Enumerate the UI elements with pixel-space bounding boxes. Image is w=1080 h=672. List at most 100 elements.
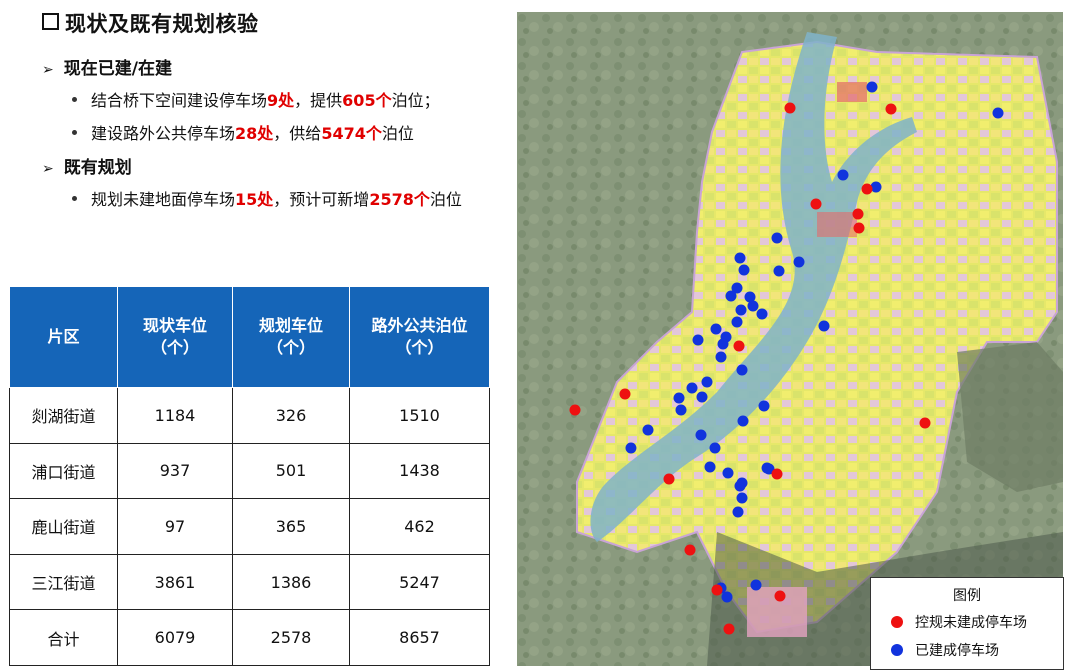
table-cell: 462 (349, 498, 490, 555)
built-parking-marker[interactable] (736, 477, 748, 489)
table-cell: 8657 (349, 609, 490, 666)
table-cell: 501 (232, 442, 350, 500)
built-parking-marker[interactable] (761, 462, 773, 474)
table-row: 鹿山街道 97 365 462 (9, 498, 490, 555)
built-parking-marker[interactable] (721, 591, 733, 603)
planned-parking-marker[interactable] (853, 222, 865, 234)
page-title: 现状及既有规划核验 (42, 8, 259, 38)
built-parking-marker[interactable] (717, 338, 729, 350)
section-heading-existing: ➢ 现在已建/在建 (42, 59, 172, 79)
table-cell: 1438 (349, 442, 490, 500)
table-cell: 2578 (232, 609, 350, 666)
parking-location-map[interactable] (517, 12, 1063, 666)
built-parking-marker[interactable] (692, 334, 704, 346)
built-parking-marker[interactable] (696, 391, 708, 403)
table-cell: 1510 (349, 387, 490, 444)
built-parking-marker[interactable] (771, 232, 783, 244)
built-parking-marker[interactable] (992, 107, 1004, 119)
planned-parking-marker[interactable] (885, 103, 897, 115)
section-heading-planned: ➢ 既有规划 (42, 158, 132, 178)
planned-parking-marker[interactable] (784, 102, 796, 114)
built-parking-marker[interactable] (732, 506, 744, 518)
arrow-bullet-icon: ➢ (42, 62, 54, 78)
bullet-dot-icon (72, 97, 77, 102)
built-parking-marker[interactable] (701, 376, 713, 388)
built-parking-marker[interactable] (709, 442, 721, 454)
built-parking-marker[interactable] (837, 169, 849, 181)
hill-area (957, 342, 1063, 492)
table-cell: 937 (117, 442, 233, 500)
table-cell: 剡湖街道 (9, 387, 118, 444)
built-parking-marker[interactable] (750, 579, 762, 591)
table-cell: 365 (232, 498, 350, 555)
planned-parking-marker[interactable] (569, 404, 581, 416)
built-parking-marker[interactable] (704, 461, 716, 473)
table-header-row: 片区 现状车位 （个） 规划车位 （个） 路外公共泊位 （个） (9, 286, 490, 388)
built-parking-marker[interactable] (818, 320, 830, 332)
page-title-text: 现状及既有规划核验 (65, 12, 259, 36)
planned-parking-marker[interactable] (723, 623, 735, 635)
built-parking-marker[interactable] (773, 265, 785, 277)
built-parking-marker[interactable] (735, 304, 747, 316)
built-parking-marker[interactable] (686, 382, 698, 394)
built-parking-marker[interactable] (756, 308, 768, 320)
planned-parking-marker[interactable] (774, 590, 786, 602)
planned-parking-marker[interactable] (861, 183, 873, 195)
planned-parking-marker[interactable] (733, 340, 745, 352)
built-parking-marker[interactable] (725, 290, 737, 302)
table-cell: 6079 (117, 609, 233, 666)
table-cell: 1184 (117, 387, 233, 444)
planned-parking-marker[interactable] (810, 198, 822, 210)
square-bullet-icon (42, 13, 59, 30)
built-parking-marker[interactable] (675, 404, 687, 416)
bullet-planned-parking: 规划未建地面停车场15处，预计可新增2578个泊位 (72, 186, 462, 210)
bullet-dot-icon (72, 130, 77, 135)
built-parking-marker[interactable] (747, 300, 759, 312)
table-row: 剡湖街道 1184 326 1510 (9, 387, 490, 444)
built-parking-marker[interactable] (866, 81, 878, 93)
bullet-offroad-parking: 建设路外公共停车场28处，供给5474个泊位 (72, 120, 414, 144)
column-header-current: 现状车位 （个） (117, 286, 233, 388)
built-parking-marker[interactable] (870, 181, 882, 193)
planned-parking-marker[interactable] (711, 584, 723, 596)
built-parking-marker[interactable] (738, 264, 750, 276)
planned-parking-marker[interactable] (663, 473, 675, 485)
planned-parking-marker[interactable] (771, 468, 783, 480)
development-block (837, 82, 867, 102)
table-row-total: 合计 6079 2578 8657 (9, 609, 490, 666)
built-parking-marker[interactable] (731, 282, 743, 294)
legend-title: 图例 (953, 588, 981, 604)
red-dot-icon (891, 616, 903, 628)
development-block (817, 212, 857, 237)
table-row: 三江街道 3861 1386 5247 (9, 553, 490, 611)
built-parking-marker[interactable] (734, 252, 746, 264)
table-cell: 5247 (349, 553, 490, 611)
built-parking-markers (625, 81, 1004, 603)
built-parking-marker[interactable] (673, 392, 685, 404)
built-parking-marker[interactable] (793, 256, 805, 268)
table-cell: 三江街道 (9, 553, 118, 611)
bullet-bridge-parking: 结合桥下空间建设停车场9处，提供605个泊位； (72, 87, 440, 111)
table-cell: 1386 (232, 553, 350, 611)
built-parking-marker[interactable] (625, 442, 637, 454)
built-parking-marker[interactable] (731, 316, 743, 328)
planned-parking-marker[interactable] (852, 208, 864, 220)
legend-item-planned: 控规未建成停车场 (891, 612, 1027, 632)
built-parking-marker[interactable] (710, 323, 722, 335)
planned-parking-marker[interactable] (619, 388, 631, 400)
blue-dot-icon (891, 644, 903, 656)
built-parking-marker[interactable] (736, 492, 748, 504)
planned-parking-marker[interactable] (919, 417, 931, 429)
built-parking-marker[interactable] (736, 364, 748, 376)
built-parking-marker[interactable] (722, 467, 734, 479)
built-parking-marker[interactable] (695, 429, 707, 441)
column-header-public: 路外公共泊位 （个） (349, 286, 490, 388)
built-parking-marker[interactable] (758, 400, 770, 412)
built-parking-marker[interactable] (737, 415, 749, 427)
built-parking-marker[interactable] (744, 291, 756, 303)
arrow-bullet-icon: ➢ (42, 161, 54, 177)
built-parking-marker[interactable] (715, 351, 727, 363)
built-parking-marker[interactable] (642, 424, 654, 436)
map-legend: 图例 控规未建成停车场 已建成停车场 (870, 577, 1064, 670)
planned-parking-marker[interactable] (684, 544, 696, 556)
